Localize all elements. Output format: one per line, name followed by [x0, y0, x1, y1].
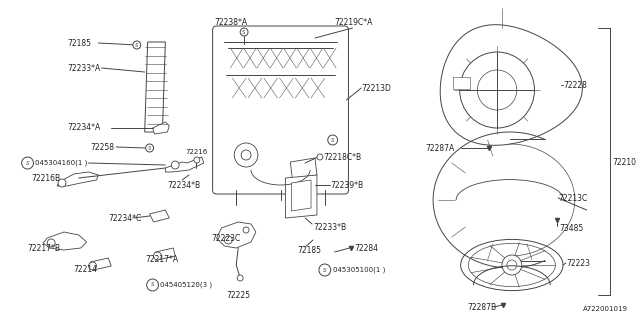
Polygon shape	[156, 248, 175, 260]
Text: 72258: 72258	[90, 142, 115, 151]
Circle shape	[58, 179, 66, 187]
Circle shape	[241, 150, 251, 160]
Circle shape	[240, 28, 248, 36]
Circle shape	[477, 70, 516, 110]
Circle shape	[154, 252, 161, 260]
Text: 72217*B: 72217*B	[28, 244, 61, 252]
Circle shape	[133, 41, 141, 49]
Bar	[452, 77, 470, 89]
Circle shape	[146, 144, 154, 152]
Text: 045305100(1 ): 045305100(1 )	[333, 267, 385, 273]
Text: 72185: 72185	[297, 245, 321, 254]
Text: 72218C*B: 72218C*B	[323, 153, 361, 162]
Text: 045304160(1 ): 045304160(1 )	[35, 160, 88, 166]
Text: 72223: 72223	[566, 259, 590, 268]
Circle shape	[502, 255, 522, 275]
Ellipse shape	[461, 239, 563, 291]
Circle shape	[328, 135, 338, 145]
Text: 72216B: 72216B	[31, 173, 61, 182]
Text: 72234*B: 72234*B	[167, 180, 200, 189]
Text: S: S	[323, 268, 326, 273]
Circle shape	[225, 236, 232, 244]
Polygon shape	[291, 158, 317, 179]
Text: 72210: 72210	[612, 157, 636, 166]
Text: S: S	[26, 161, 29, 165]
Polygon shape	[145, 42, 165, 132]
Polygon shape	[165, 157, 204, 172]
Polygon shape	[285, 175, 317, 218]
Text: 72239*B: 72239*B	[331, 180, 364, 189]
Polygon shape	[216, 222, 256, 248]
Text: 72217*A: 72217*A	[146, 255, 179, 265]
Text: 72213C: 72213C	[558, 194, 588, 203]
Circle shape	[237, 275, 243, 281]
Polygon shape	[90, 258, 111, 270]
Text: 72238*A: 72238*A	[214, 18, 248, 27]
Text: 72228: 72228	[563, 81, 587, 90]
Text: S: S	[151, 283, 154, 287]
Circle shape	[22, 157, 33, 169]
Circle shape	[88, 262, 97, 270]
Text: 72234*C: 72234*C	[108, 213, 141, 222]
Circle shape	[460, 52, 534, 128]
Circle shape	[317, 154, 323, 160]
Circle shape	[47, 239, 55, 247]
Polygon shape	[440, 25, 582, 145]
Text: 72234*A: 72234*A	[67, 123, 100, 132]
Polygon shape	[57, 172, 99, 186]
Polygon shape	[152, 122, 170, 134]
Circle shape	[319, 264, 331, 276]
Circle shape	[172, 161, 179, 169]
Text: 73485: 73485	[559, 223, 583, 233]
Polygon shape	[150, 210, 170, 222]
Circle shape	[194, 157, 200, 163]
Text: S: S	[243, 29, 246, 35]
Text: 72185: 72185	[67, 38, 91, 47]
Text: 72233*A: 72233*A	[67, 63, 100, 73]
Text: 72219C*A: 72219C*A	[335, 18, 373, 27]
Text: 72214: 72214	[74, 266, 98, 275]
FancyBboxPatch shape	[212, 26, 348, 194]
Text: S: S	[148, 146, 152, 150]
Polygon shape	[291, 180, 311, 211]
Text: S: S	[331, 138, 335, 142]
Text: A722001019: A722001019	[583, 306, 628, 312]
Text: 72233*B: 72233*B	[313, 222, 346, 231]
Text: 045405120(3 ): 045405120(3 )	[161, 282, 212, 288]
Text: 72216: 72216	[185, 149, 207, 155]
Circle shape	[507, 260, 516, 270]
Text: S: S	[135, 43, 139, 47]
Circle shape	[243, 227, 249, 233]
Text: 72225: 72225	[227, 291, 250, 300]
Text: 72223C: 72223C	[212, 234, 241, 243]
Text: 72287A: 72287A	[425, 143, 454, 153]
Circle shape	[234, 143, 258, 167]
Circle shape	[147, 279, 159, 291]
Text: 72213D: 72213D	[361, 84, 391, 92]
Polygon shape	[44, 232, 86, 250]
Text: 72284: 72284	[355, 244, 378, 252]
Text: 72287B: 72287B	[468, 303, 497, 313]
